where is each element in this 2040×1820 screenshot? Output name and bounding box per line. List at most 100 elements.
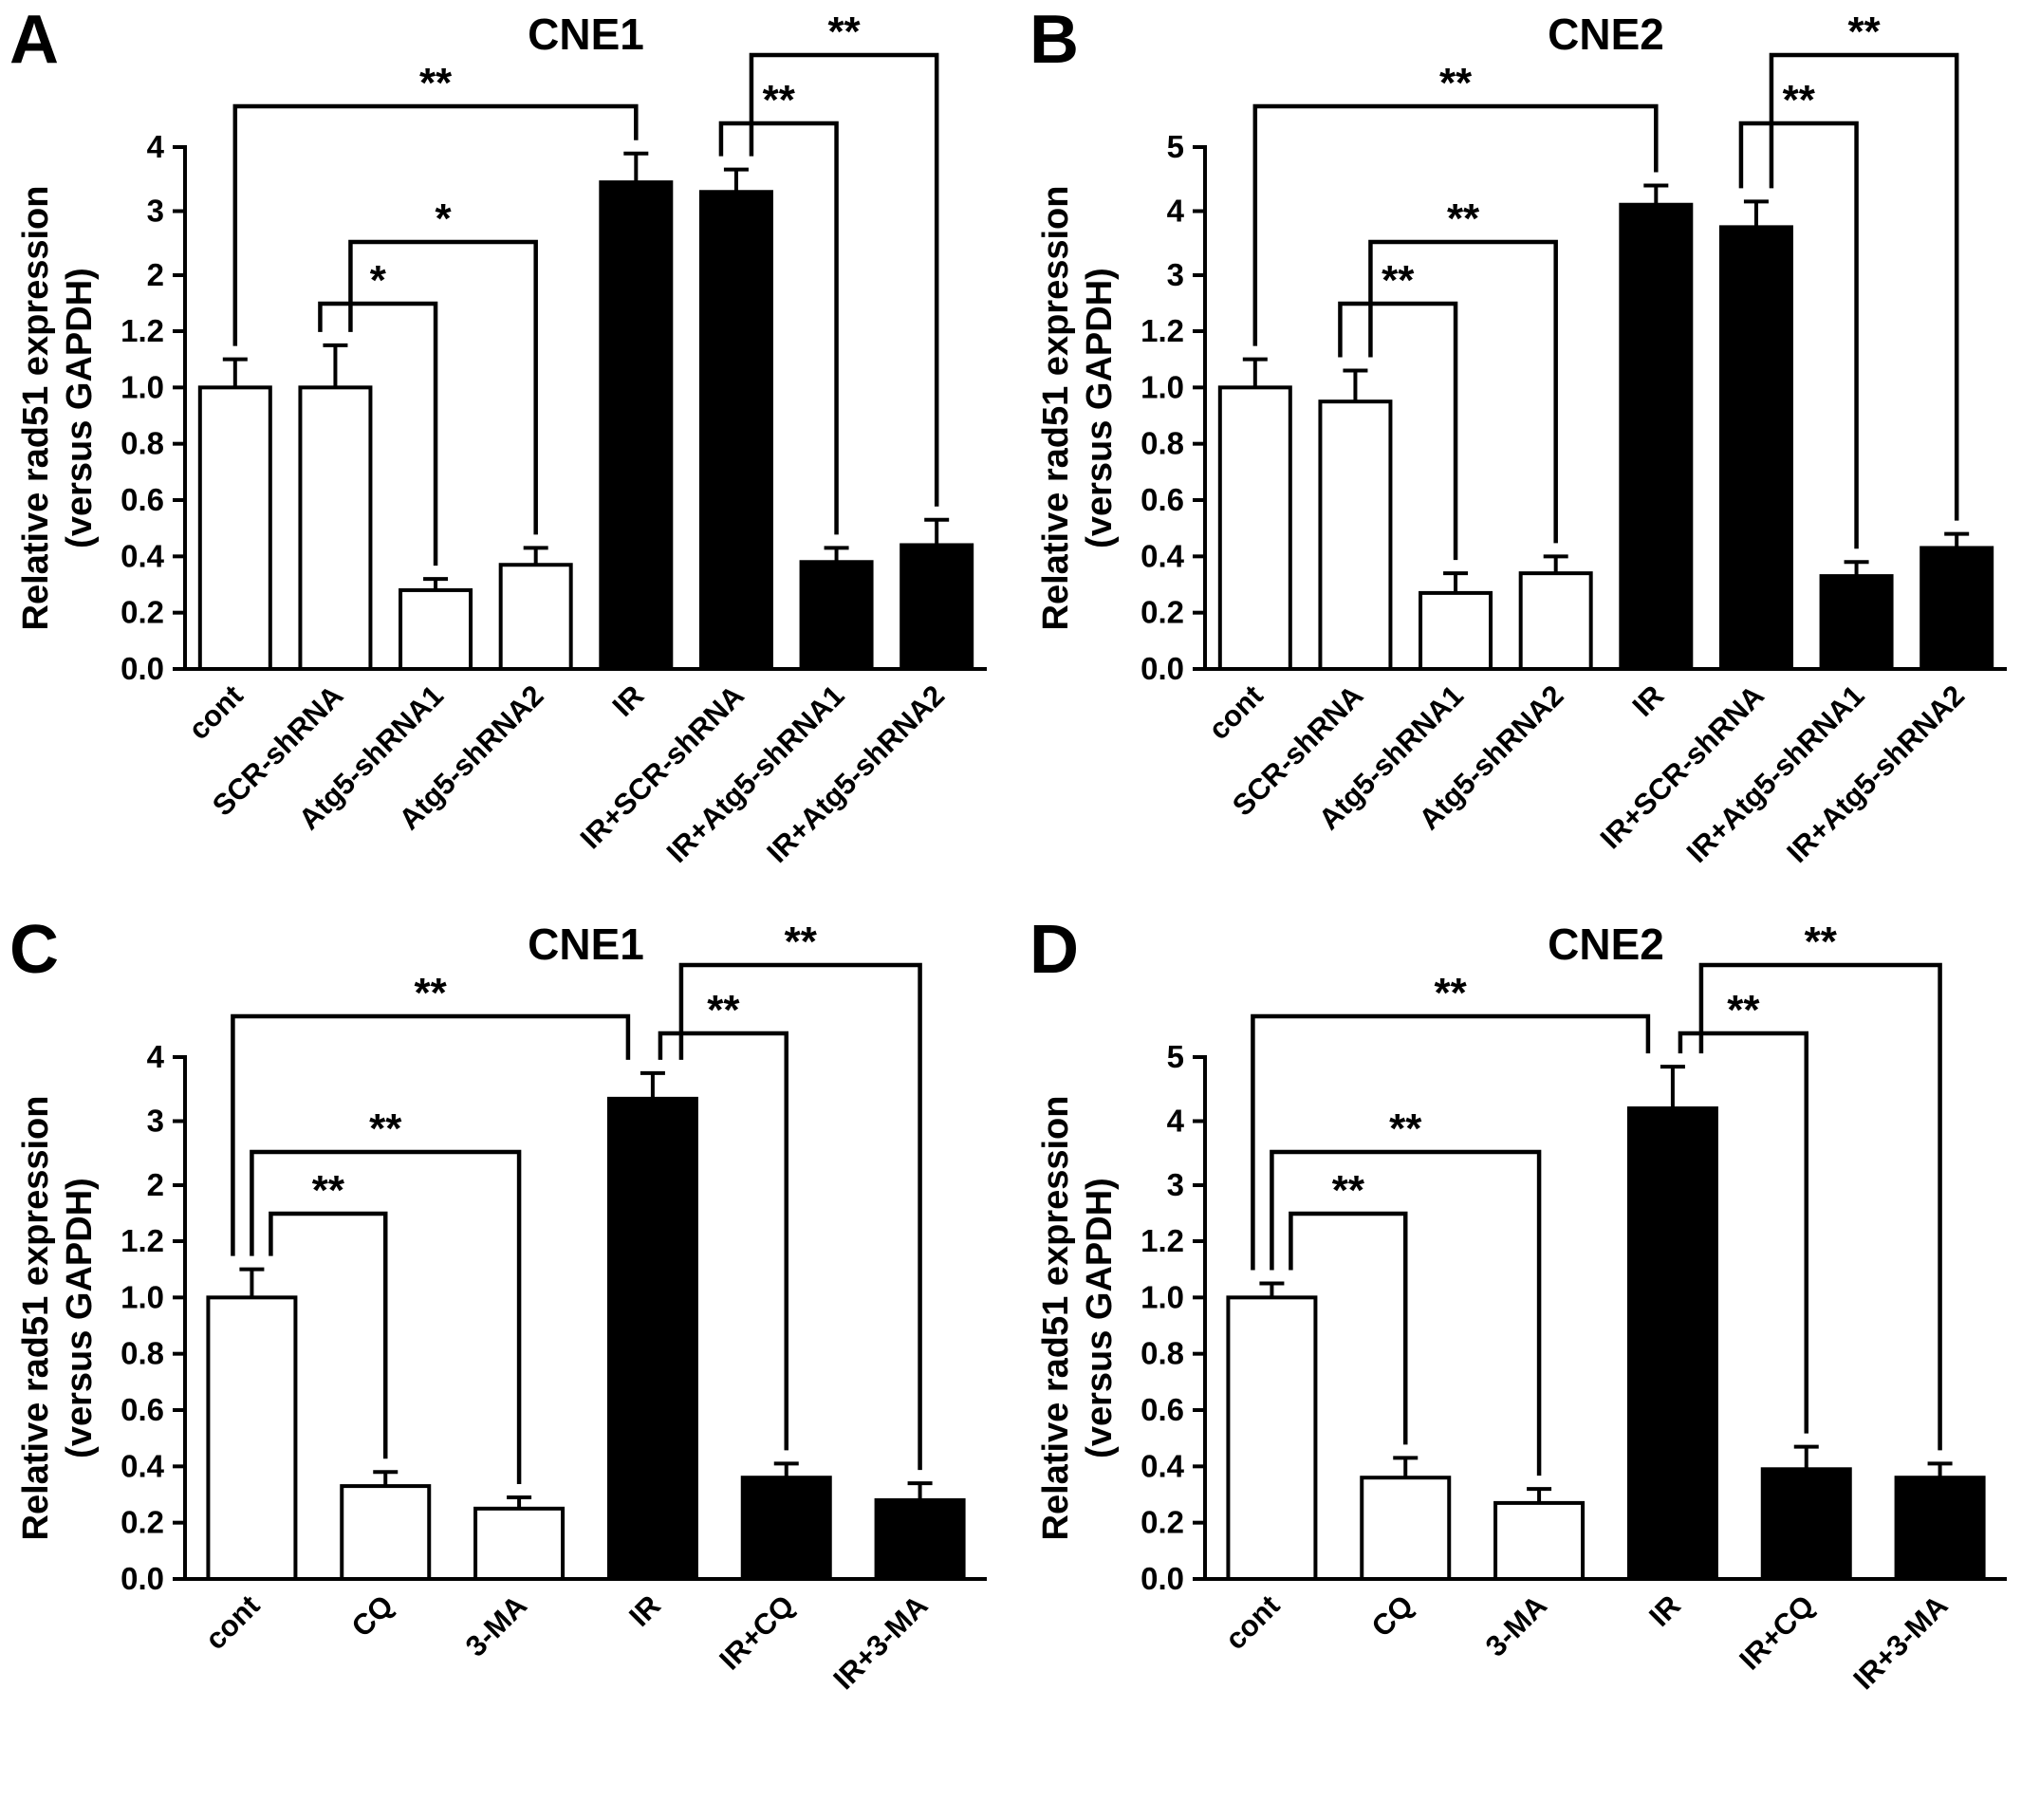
sig-label: **: [1847, 9, 1881, 55]
sig-bracket: [1338, 301, 1458, 561]
bar: [1626, 1106, 1718, 1581]
category-label: 3-MA: [459, 1588, 533, 1662]
y-axis-label-line1: Relative rad51 expression: [16, 1096, 56, 1541]
sig-label: *: [436, 195, 453, 242]
bar: [899, 543, 974, 672]
y-tick-label: 1.0: [121, 369, 164, 404]
category-label-group: IR+Atg5-shRNA2: [1780, 678, 1971, 869]
y-tick-label: 0.2: [121, 595, 164, 630]
sig-bracket: [1678, 1031, 1808, 1434]
sig-bracket: [1251, 1013, 1651, 1271]
category-label: IR+Atg5-shRNA1: [660, 678, 851, 869]
sig-label: **: [707, 987, 740, 1033]
category-label-group: IR: [1626, 678, 1671, 723]
bar: [1226, 1295, 1318, 1581]
bar: [599, 180, 674, 671]
y-axis-label-line2: (versus GAPDH): [60, 268, 100, 548]
y-axis-label-line1: Relative rad51 expression: [1036, 186, 1076, 631]
y-tick-label: 1.0: [121, 1279, 164, 1314]
sig-label: **: [1727, 987, 1760, 1033]
y-tick-label: 4: [1167, 1104, 1185, 1139]
chart-panel-d: cont CQ 3-MA IR IR+CQ IR+3-MA 0.0 0.2 0.4 0.6 0.8 1…: [1029, 912, 2007, 1696]
category-label: IR+Atg5-shRNA2: [1780, 678, 1971, 869]
y-tick-label: 2: [147, 1167, 164, 1202]
sig-label: **: [415, 970, 448, 1016]
y-tick-label: 0.0: [1141, 1561, 1184, 1596]
sig-bracket: [318, 301, 438, 566]
category-label: cont: [1202, 678, 1270, 746]
bar: [399, 587, 473, 672]
sig-bracket: [658, 1031, 788, 1451]
sig-bracket: [250, 1149, 522, 1484]
category-label: IR+Atg5-shRNA2: [760, 678, 951, 869]
bar: [606, 1096, 698, 1581]
bar: [1819, 574, 1894, 671]
panel-letter: B: [1029, 2, 1079, 78]
bar: [1318, 399, 1393, 671]
sig-label: **: [1783, 77, 1816, 123]
y-axis-label-line2: (versus GAPDH): [1080, 1178, 1120, 1458]
y-tick-label: 0.8: [121, 426, 164, 461]
sig-label: **: [1382, 257, 1415, 304]
bar: [1619, 202, 1694, 671]
sig-bracket: [348, 239, 538, 535]
category-label: IR+CQ: [713, 1588, 800, 1676]
bar: [498, 563, 573, 672]
y-tick-label: 1.2: [1141, 1223, 1184, 1258]
sig-bracket: [1769, 52, 1959, 521]
category-label: cont: [198, 1588, 266, 1656]
y-tick-label: 0.0: [121, 651, 164, 686]
category-label-group: IR+CQ: [713, 1588, 800, 1676]
sig-bracket: [1252, 103, 1659, 346]
panel-title: CNE1: [528, 9, 644, 59]
category-label: IR: [1642, 1588, 1687, 1633]
panel-letter: C: [9, 912, 59, 988]
category-label: IR: [1626, 678, 1671, 723]
category-label: IR: [606, 678, 651, 723]
category-label: IR+3-MA: [1846, 1588, 1954, 1696]
sig-bracket: [232, 103, 639, 346]
bar: [1760, 1467, 1852, 1581]
bar: [1894, 1476, 1986, 1582]
bar: [799, 560, 874, 671]
category-label-group: cont: [182, 678, 250, 746]
category-label: cont: [182, 678, 250, 746]
y-tick-label: 0.8: [121, 1336, 164, 1371]
sig-label: **: [1435, 970, 1468, 1016]
bar: [1718, 225, 1793, 671]
bar: [1419, 590, 1493, 672]
y-tick-label: 0.2: [121, 1505, 164, 1540]
sig-label: **: [369, 1105, 402, 1152]
y-tick-label: 3: [1167, 257, 1184, 292]
bar: [1919, 546, 1994, 672]
category-label-group: IR: [606, 678, 651, 723]
bar: [1493, 1500, 1586, 1582]
sig-bracket: [1368, 239, 1558, 544]
category-label-group: IR: [1642, 1588, 1687, 1633]
bar: [1518, 571, 1593, 672]
category-label: IR+Atg5-shRNA1: [1680, 678, 1871, 869]
sig-label: **: [785, 919, 818, 965]
category-label-group: IR+Atg5-shRNA2: [760, 678, 951, 869]
category-label-group: CQ: [1365, 1588, 1420, 1644]
sig-bracket: [1738, 121, 1859, 549]
category-label-group: cont: [1202, 678, 1270, 746]
panel-a: cont SCR-shRNA Atg5-shRNA1 Atg5-shRNA2 IR IR+…: [0, 0, 1020, 910]
panel-title: CNE2: [1548, 919, 1664, 969]
panel-letter: A: [9, 2, 59, 78]
sig-label: **: [419, 60, 453, 106]
sig-bracket: [749, 52, 939, 507]
y-tick-label: 1.2: [121, 313, 164, 348]
y-tick-label: 4: [1167, 194, 1185, 229]
category-label: CQ: [1365, 1588, 1420, 1644]
bar: [698, 190, 773, 671]
sig-bracket: [718, 121, 839, 535]
sig-label: *: [370, 257, 387, 304]
y-tick-label: 1.0: [1141, 1279, 1184, 1314]
y-tick-label: 0.4: [121, 1448, 165, 1483]
chart-panel-c: cont CQ 3-MA IR IR+CQ IR+3-MA 0.0 0.2 0.4 0.6 0.8 1…: [9, 912, 987, 1696]
y-tick-label: 0.4: [1141, 538, 1185, 573]
